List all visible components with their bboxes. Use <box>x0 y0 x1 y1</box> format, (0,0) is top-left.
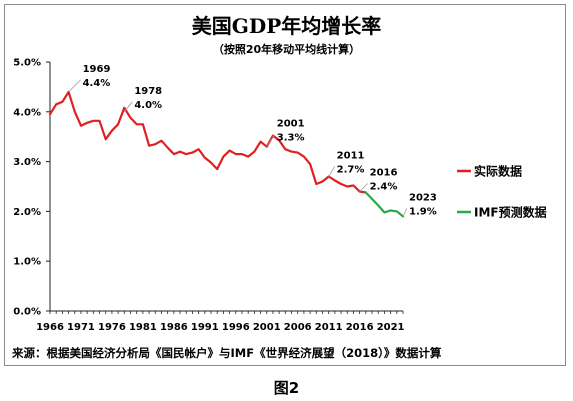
annotation-value: 3.3% <box>277 133 305 144</box>
x-tick-label: 1991 <box>191 322 219 333</box>
annotation-year: 2001 <box>277 119 305 130</box>
chart-frame <box>4 4 566 366</box>
annotation-leader <box>68 79 81 93</box>
chart-subtitle: （按照20年移动平均线计算） <box>212 43 361 56</box>
annotation-leader <box>328 166 336 177</box>
chart-title: 美国GDP年均增长率 <box>191 14 382 38</box>
y-tick-label: 3.0% <box>13 157 41 168</box>
y-tick-label: 4.0% <box>13 107 41 118</box>
x-tick-label: 1971 <box>67 322 95 333</box>
annotation-value: 1.9% <box>409 206 437 217</box>
x-tick-label: 2011 <box>315 322 343 333</box>
annotation-value: 4.4% <box>83 78 111 89</box>
legend-label: 实际数据 <box>474 164 522 179</box>
x-tick-label: 1966 <box>36 322 64 333</box>
x-tick-label: 1996 <box>222 322 250 333</box>
source-note: 来源：根据美国经济分析局《国民帐户》与IMF《世界经济展望（2018）》数据计算 <box>12 346 442 360</box>
legend-label: IMF预测数据 <box>474 205 547 220</box>
annotation-value: 2.4% <box>370 181 398 192</box>
annotation-value: 2.7% <box>337 165 365 176</box>
annotation-year: 2016 <box>370 167 398 178</box>
annotation-leader <box>124 101 133 113</box>
x-tick-label: 2006 <box>284 322 312 333</box>
annotation-year: 2011 <box>337 151 365 162</box>
annotation-leader <box>402 208 408 217</box>
figure-caption: 图2 <box>273 379 300 397</box>
x-tick-label: 1976 <box>98 322 126 333</box>
x-tick-label: 2001 <box>253 322 281 333</box>
annotation-year: 2023 <box>409 192 437 203</box>
x-tick-label: 2021 <box>377 322 405 333</box>
x-tick-label: 2016 <box>346 322 374 333</box>
x-tick-label: 1981 <box>129 322 157 333</box>
y-tick-label: 0.0% <box>13 307 41 318</box>
series-line-actual <box>48 90 367 194</box>
y-tick-label: 5.0% <box>13 58 41 69</box>
annotation-leader <box>266 134 276 147</box>
annotation-value: 4.0% <box>134 100 162 111</box>
y-tick-label: 2.0% <box>13 207 41 218</box>
annotation-year: 1969 <box>83 64 111 75</box>
series-line-imf-forecast <box>364 191 405 218</box>
annotation-year: 1978 <box>134 86 162 97</box>
annotation-leader <box>359 183 368 192</box>
y-tick-label: 1.0% <box>13 257 41 268</box>
x-tick-label: 1986 <box>160 322 188 333</box>
